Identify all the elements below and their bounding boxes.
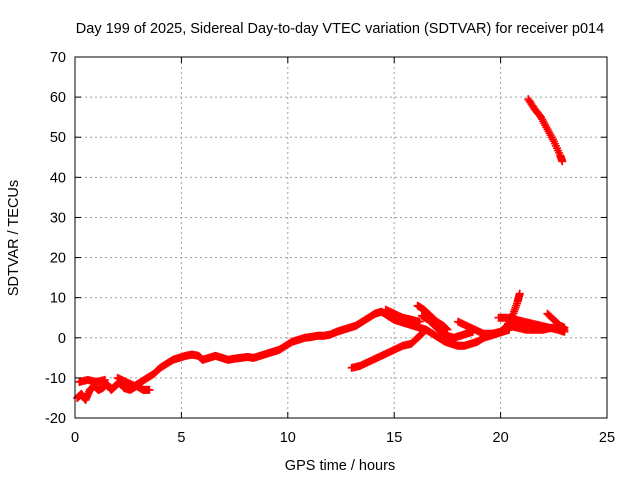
y-tick-label: 10	[50, 291, 66, 307]
y-tick-label: 40	[50, 170, 66, 186]
y-tick-label: -20	[45, 411, 66, 427]
data-point	[417, 329, 426, 338]
x-tick-label: 0	[71, 430, 79, 446]
x-tick-label: 10	[280, 430, 296, 446]
grid-lines	[75, 57, 607, 418]
y-axis-label: SDTVAR / TECUs	[6, 180, 22, 296]
data-point	[415, 317, 424, 326]
y-tick-label: 60	[50, 90, 66, 106]
data-point	[558, 157, 567, 166]
x-axis-label: GPS time / hours	[285, 458, 395, 474]
x-tick-label: 25	[599, 430, 615, 446]
data-point	[145, 385, 154, 394]
axis-ticks: 0 5 10 15 20 25 -20 -10 0 10 20 30 40 50 60 70	[45, 50, 615, 446]
y-tick-label: 70	[50, 50, 66, 66]
y-tick-label: 20	[50, 251, 66, 267]
data-point	[100, 375, 109, 384]
chart-title: Day 199 of 2025, Sidereal Day-to-day VTE…	[76, 21, 604, 37]
y-tick-label: -10	[45, 371, 66, 387]
x-tick-label: 15	[386, 430, 402, 446]
x-tick-label: 20	[493, 430, 509, 446]
x-tick-label: 5	[177, 430, 185, 446]
data-point	[560, 323, 569, 332]
data-series	[73, 95, 569, 404]
data-point	[515, 289, 524, 298]
y-tick-label: 50	[50, 130, 66, 146]
y-tick-label: 0	[58, 331, 66, 347]
plot-frame	[74, 56, 608, 419]
y-tick-label: 30	[50, 210, 66, 226]
